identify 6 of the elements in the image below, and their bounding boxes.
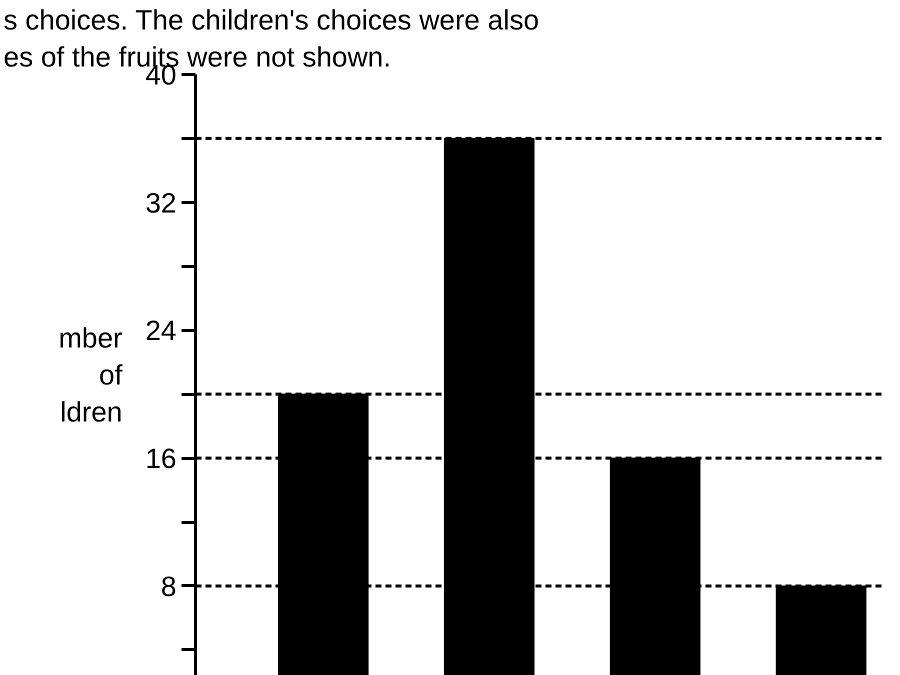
y-tick-label: 16 xyxy=(145,443,177,474)
text: s choices. The children's choices were also xyxy=(4,4,540,36)
y-axis-title: mber of ldren xyxy=(58,322,123,428)
y-tick-label: 8 xyxy=(160,570,177,602)
y-tick-label: 24 xyxy=(145,315,177,346)
y-tick-label: 32 xyxy=(145,187,177,218)
